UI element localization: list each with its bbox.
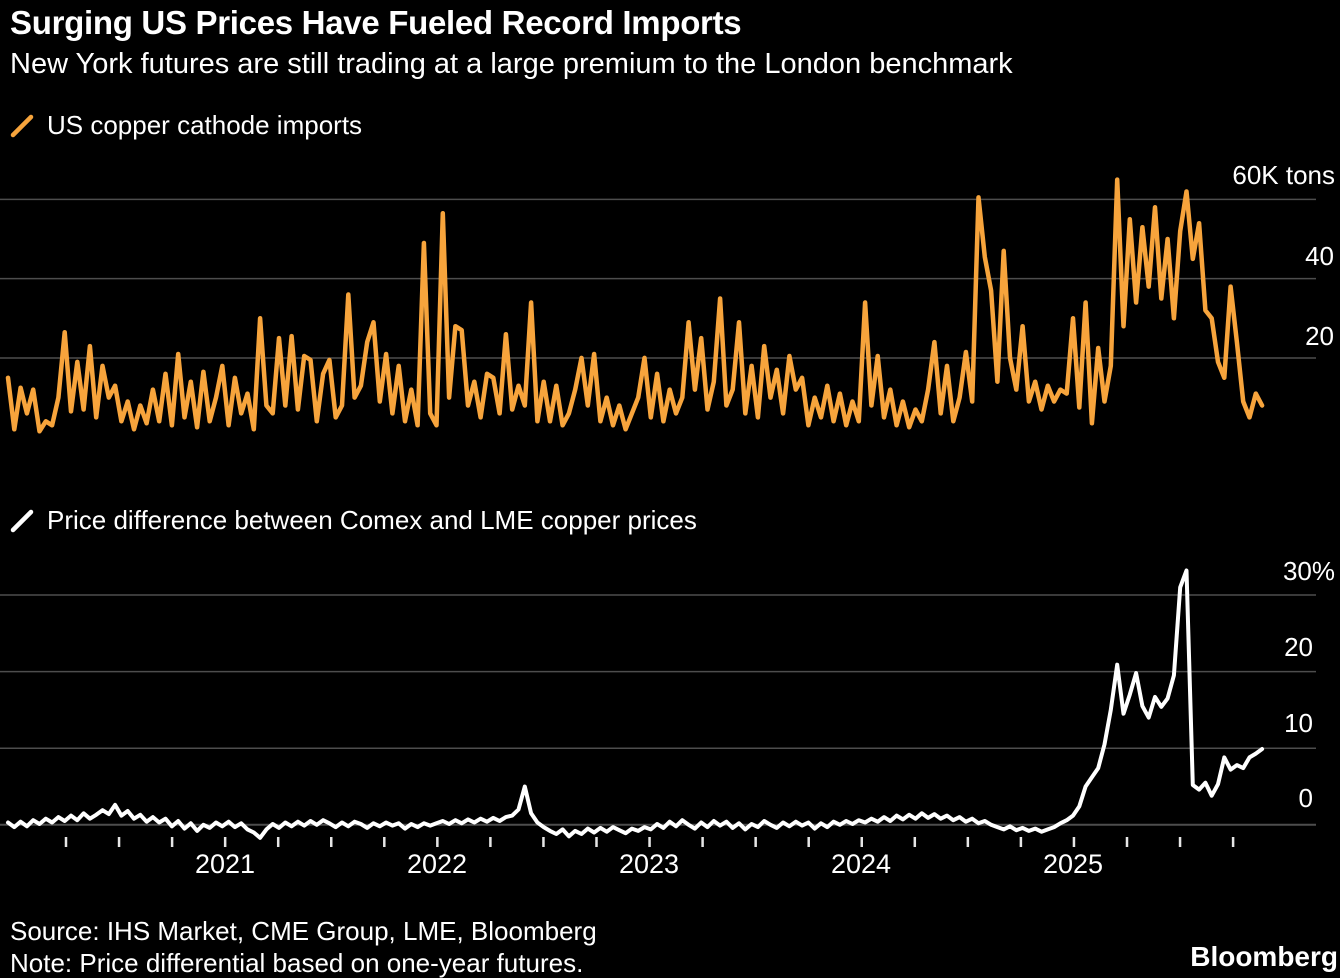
premium-ytick-0: 0 [1298,783,1313,813]
imports-series-swatch-icon [10,114,34,137]
premium-ytick-10: 10 [1284,708,1313,738]
legend-imports-label: US copper cathode imports [47,110,363,140]
premium-ytick-30: 30% [1282,556,1335,586]
premium-series-swatch-icon [10,509,34,532]
xtick-2021: 2021 [194,849,256,879]
legend-premium-label: Price difference between Comex and LME c… [47,505,697,535]
imports-ytick-20: 20 [1305,321,1334,351]
methodology-note: Note: Price differential based on one-ye… [10,948,584,978]
bloomberg-logo: Bloomberg [1190,941,1338,972]
xtick-2022: 2022 [406,849,468,879]
xtick-2023: 2023 [618,849,680,879]
premium-ytick-20: 20 [1284,632,1313,662]
legend-premium: Price difference between Comex and LME c… [8,505,697,536]
source-note: Source: IHS Market, CME Group, LME, Bloo… [10,916,597,946]
chart-subtitle: New York futures are still trading at a … [10,48,1013,80]
imports-ytick-40: 40 [1305,241,1334,271]
imports-ytick-60: 60K tons [1232,160,1335,190]
legend-imports: US copper cathode imports [8,110,362,141]
xtick-2025: 2025 [1042,849,1104,879]
xtick-2024: 2024 [830,849,892,879]
chart-title: Surging US Prices Have Fueled Record Imp… [10,4,742,41]
